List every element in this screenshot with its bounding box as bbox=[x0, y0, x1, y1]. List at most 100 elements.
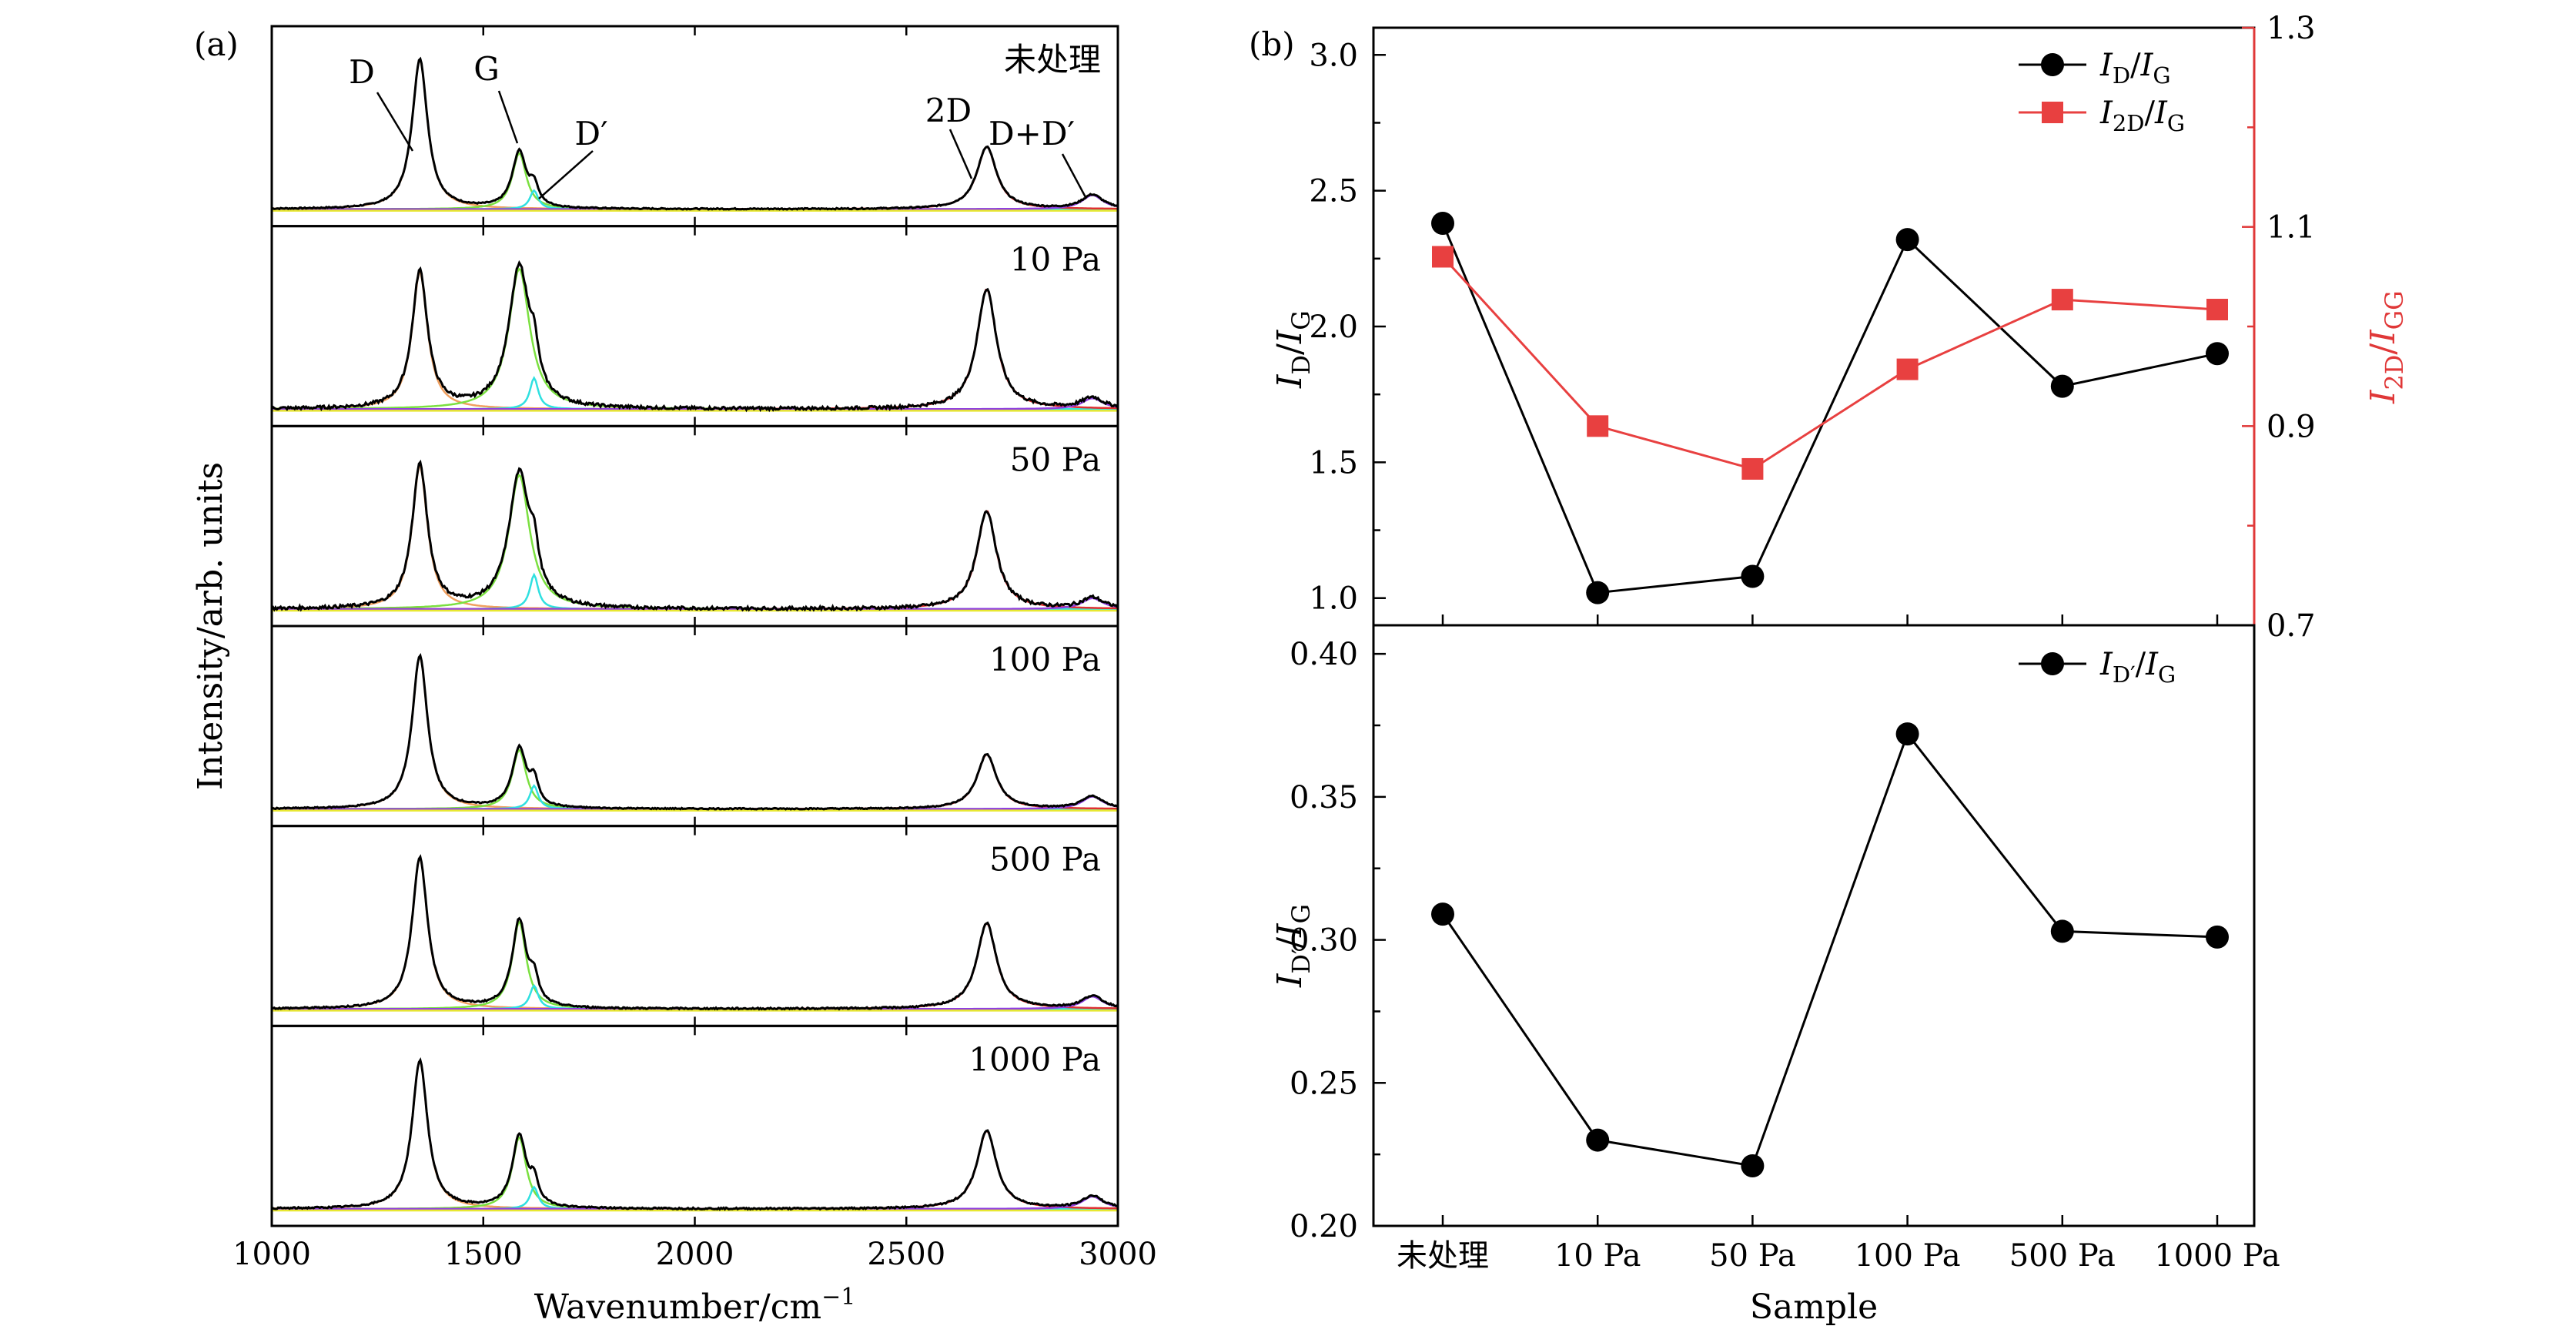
spectrum-line-2 bbox=[271, 459, 1119, 612]
x-axis-label-sup: −1 bbox=[821, 1284, 855, 1311]
bottom-legend-label-i: I bbox=[2099, 647, 2113, 682]
top-series-0-point-2 bbox=[1741, 564, 1765, 588]
fit-component-1-2 bbox=[272, 376, 1118, 410]
fit-component-2-2 bbox=[272, 572, 1118, 611]
top-subplot: 1.01.52.02.53.00.70.91.11.3ID/IGI2D/IGID… bbox=[1270, 11, 2409, 644]
fit-component-5-1 bbox=[272, 1136, 1118, 1210]
top-series-0-point-0 bbox=[1431, 211, 1454, 235]
bottom-ylabel-sub1: D′ bbox=[1286, 949, 1316, 974]
bottom-ylabel-i2: I bbox=[1270, 923, 1310, 938]
spectrum-label-1: 10 Pa bbox=[1010, 241, 1101, 279]
fit-component-5-2 bbox=[272, 1185, 1118, 1210]
bottom-ylabel-sub2: G bbox=[1286, 904, 1316, 924]
top-left-tick-label-4: 3.0 bbox=[1309, 38, 1358, 73]
legend-label-0-i2: I bbox=[2140, 48, 2154, 83]
category-label-1: 10 Pa bbox=[1554, 1238, 1641, 1274]
fit-component-1-0 bbox=[272, 272, 1118, 410]
peak-leader-3 bbox=[948, 129, 973, 179]
legend-label-0-slash: / bbox=[2130, 48, 2141, 83]
peak-leader-1 bbox=[497, 90, 519, 144]
bottom-tick-label-1: 0.25 bbox=[1290, 1066, 1358, 1101]
legend-label-1-sub1: 2D bbox=[2113, 110, 2145, 136]
peak-label-1: G bbox=[473, 50, 500, 88]
top-series-0-point-3 bbox=[1895, 228, 1919, 252]
top-left-ylabel-sub2: G bbox=[1286, 310, 1316, 330]
spectrum-3: 100 Pa bbox=[270, 624, 1119, 828]
category-label-3: 100 Pa bbox=[1855, 1238, 1961, 1274]
bottom-series-point-0 bbox=[1431, 902, 1454, 926]
top-right-tick-label-1: 0.9 bbox=[2267, 409, 2316, 444]
spectrum-label-5: 1000 Pa bbox=[969, 1040, 1101, 1078]
bottom-series-point-1 bbox=[1586, 1128, 1610, 1152]
spectrum-line-4 bbox=[271, 854, 1118, 1011]
bottom-legend-label: ID′/IG bbox=[2099, 647, 2176, 688]
bottom-ylabel-slash: / bbox=[1270, 937, 1310, 949]
top-left-ylabel-sub1: D bbox=[1286, 355, 1316, 375]
top-left-ylabel-slash: / bbox=[1270, 343, 1310, 355]
top-series-1-point-1 bbox=[1587, 415, 1609, 437]
top-series-1-point-0 bbox=[1432, 246, 1454, 268]
top-right-ylabel-i: I bbox=[2364, 389, 2403, 404]
fit-component-3-2 bbox=[272, 784, 1118, 810]
bottom-legend-label-sub2: G bbox=[2158, 661, 2176, 688]
panel-b-label: (b) bbox=[1249, 25, 1295, 63]
fit-component-5-0 bbox=[272, 1060, 1118, 1210]
bottom-tick-label-2: 0.30 bbox=[1290, 923, 1358, 959]
top-left-tick-label-1: 1.5 bbox=[1309, 445, 1358, 481]
legend-label-0: ID/IG bbox=[2099, 48, 2171, 89]
bottom-tick-label-4: 0.40 bbox=[1290, 637, 1358, 672]
bottom-ylabel-i: I bbox=[1270, 973, 1310, 988]
bottom-tick-label-0: 0.20 bbox=[1290, 1209, 1358, 1244]
top-series-1-point-4 bbox=[2051, 289, 2073, 311]
legend-label-1-sub2: G bbox=[2167, 110, 2185, 136]
x-tick-label-3: 2500 bbox=[867, 1237, 945, 1272]
fit-component-3-4 bbox=[272, 795, 1119, 810]
top-right-tick-label-0: 0.7 bbox=[2267, 608, 2316, 644]
top-left-tick-label-2: 2.0 bbox=[1309, 310, 1358, 345]
bottom-series-point-2 bbox=[1741, 1154, 1765, 1177]
bottom-legend-label-i2: I bbox=[2145, 647, 2159, 682]
spectrum-line-1 bbox=[270, 260, 1119, 413]
top-left-ylabel-group: ID/IG bbox=[1270, 310, 1316, 389]
bottom-ylabel-group: ID′/IG bbox=[1270, 904, 1316, 988]
legend-label-0-sub1: D bbox=[2113, 62, 2130, 89]
legend-label-1-slash: / bbox=[2145, 95, 2156, 131]
spectrum-label-2: 50 Pa bbox=[1010, 440, 1101, 478]
x-axis-label-b: Sample bbox=[1750, 1287, 1878, 1326]
fit-component-2-1 bbox=[272, 474, 1118, 611]
bottom-legend-label-slash: / bbox=[2136, 647, 2146, 682]
top-right-tick-label-2: 1.1 bbox=[2267, 210, 2316, 246]
panel-b-intensity-ratios: (b)1.01.52.02.53.00.70.91.11.3ID/IGI2D/I… bbox=[1249, 11, 2409, 1326]
legend-label-1: I2D/IG bbox=[2099, 95, 2185, 136]
top-right-tick-label-3: 1.3 bbox=[2267, 11, 2316, 46]
panel-a-raman-spectra: (a) 未处理 10 Pa 50 Pa 100 Pa 500 Pa 1000 Pa D G D′ 2… bbox=[191, 25, 1157, 1326]
x-tick-label-0: 1000 bbox=[233, 1237, 311, 1272]
legend-marker-0 bbox=[2041, 53, 2064, 76]
spectrum-line-3 bbox=[271, 653, 1118, 811]
peak-label-0: D bbox=[349, 53, 375, 91]
top-left-tick-label-0: 1.0 bbox=[1309, 581, 1358, 617]
x-axis-label-text: Wavenumber/cm bbox=[534, 1287, 821, 1326]
legend-label-1-i: I bbox=[2099, 95, 2113, 131]
top-right-ylabel: I2D/IGG bbox=[2364, 290, 2409, 404]
bottom-ylabel: ID′/IG bbox=[1270, 904, 1316, 988]
top-left-tick-label-3: 2.5 bbox=[1309, 174, 1358, 209]
spectrum-0: 未处理 bbox=[270, 25, 1119, 228]
top-series-1-point-2 bbox=[1741, 457, 1764, 480]
top-right-ylabel-group: I2D/IGG bbox=[2364, 290, 2409, 404]
spectrum-label-0: 未处理 bbox=[1004, 41, 1101, 79]
legend-label-1-i2: I bbox=[2154, 95, 2168, 131]
peak-label-4: D+D′ bbox=[989, 115, 1075, 152]
top-right-ylabel-slash: / bbox=[2364, 343, 2403, 355]
legend-marker-1 bbox=[2042, 102, 2063, 123]
bottom-series-line-0 bbox=[1441, 732, 2218, 1167]
fit-component-2-0 bbox=[271, 465, 1118, 611]
bottom-legend-label-sub1: D′ bbox=[2113, 661, 2136, 688]
x-axis-label: Wavenumber/cm−1 bbox=[534, 1284, 856, 1326]
spectrum-1: 10 Pa bbox=[270, 225, 1119, 427]
legend-label-0-i: I bbox=[2099, 48, 2113, 83]
top-right-ylabel-sub1: 2D bbox=[2380, 355, 2409, 390]
top-right-ylabel-sub2: GG bbox=[2380, 290, 2409, 330]
